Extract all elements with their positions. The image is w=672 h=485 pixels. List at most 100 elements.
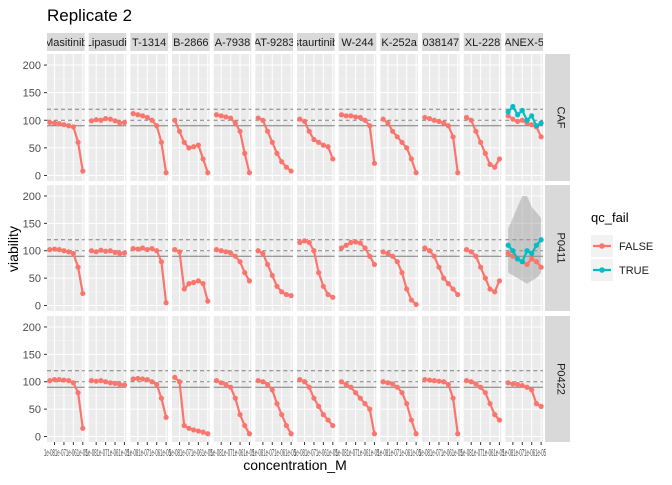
data-point — [47, 247, 53, 253]
data-point — [524, 248, 530, 254]
panel-P0422-1 — [88, 316, 127, 442]
data-point — [255, 378, 261, 384]
data-point — [505, 109, 511, 115]
row-strip-label: CAF — [555, 107, 567, 129]
data-point — [371, 160, 378, 166]
data-point — [422, 376, 428, 383]
data-point — [529, 256, 535, 262]
y-tick-label: 0 — [35, 432, 41, 444]
data-point — [496, 156, 503, 162]
data-point — [260, 250, 266, 257]
data-point — [213, 378, 220, 384]
panel-P0411-8 — [380, 185, 418, 311]
x-axis-label: concentration_M — [243, 457, 347, 473]
panel-CAF-6 — [297, 54, 335, 181]
data-point — [445, 123, 451, 129]
data-point — [492, 412, 498, 418]
data-point — [389, 128, 396, 134]
series-P0422-7-FALSE — [338, 379, 378, 437]
data-point — [533, 259, 540, 265]
panel-P0422-7 — [338, 316, 377, 442]
data-point — [487, 286, 493, 292]
panel-background — [172, 185, 210, 311]
data-point — [473, 253, 479, 259]
series-P0422-3-FALSE — [172, 374, 211, 437]
panel-background — [255, 316, 293, 442]
data-point — [529, 250, 535, 257]
facet-strip-5: AT-9283 — [254, 33, 295, 51]
data-point — [408, 417, 415, 423]
facet-strip-10: XL-228 — [463, 33, 502, 51]
series-CAF-8-FALSE — [380, 116, 419, 176]
facet-strip-bg — [297, 33, 335, 51]
data-point — [399, 139, 405, 145]
y-tick-label: 50 — [29, 143, 41, 155]
series-P0422-10-FALSE — [463, 378, 503, 423]
data-point — [246, 431, 253, 437]
data-point — [176, 249, 183, 255]
data-point — [413, 301, 419, 308]
data-point — [482, 150, 488, 156]
data-point — [61, 248, 67, 254]
facet-strip-bg — [255, 33, 293, 51]
data-point — [288, 293, 294, 299]
facet-strip-bg — [380, 33, 418, 51]
data-point — [93, 117, 99, 123]
data-point — [135, 112, 141, 118]
data-point — [357, 395, 363, 401]
data-point — [228, 250, 234, 256]
series-P0422-0-FALSE — [47, 376, 86, 431]
data-point — [320, 283, 326, 289]
data-point — [144, 114, 150, 121]
data-point — [269, 139, 275, 145]
data-point — [330, 156, 336, 162]
data-point — [181, 422, 187, 429]
data-point — [232, 253, 238, 259]
data-point — [181, 286, 187, 292]
panel-background — [213, 316, 252, 442]
data-point — [496, 417, 503, 423]
series-P0411-2-FALSE — [130, 245, 169, 306]
data-point — [436, 118, 442, 124]
data-point — [121, 382, 128, 388]
data-point — [510, 248, 516, 254]
data-point — [213, 112, 220, 118]
panel-P0411-4 — [213, 185, 252, 311]
data-point — [362, 245, 368, 251]
x-tick-label: 1e-081e-071e-061e-05 — [127, 448, 171, 459]
data-point — [514, 256, 521, 262]
data-point — [510, 116, 516, 122]
data-point — [367, 253, 373, 259]
x-tick-label: 1e-081e-071e-061e-05 — [336, 448, 380, 459]
data-point — [205, 298, 211, 304]
data-point — [380, 379, 386, 385]
data-point — [191, 427, 197, 433]
data-point — [176, 379, 183, 385]
series-P0411-9-FALSE — [422, 245, 461, 298]
series-P0411-5-FALSE — [255, 248, 294, 299]
data-point — [533, 123, 540, 129]
data-point — [338, 379, 345, 385]
panel-P0411-5 — [255, 185, 293, 311]
data-point — [103, 116, 109, 122]
data-point — [431, 117, 437, 123]
data-point — [519, 107, 525, 113]
data-point — [353, 239, 359, 245]
series-P0411-8-FALSE — [380, 249, 419, 308]
data-point — [80, 290, 86, 297]
facet-strip-bg — [130, 33, 168, 51]
data-point — [496, 278, 503, 284]
data-point — [473, 381, 479, 387]
data-point — [107, 248, 113, 254]
data-point — [394, 134, 400, 140]
data-point — [529, 113, 535, 119]
data-point — [301, 118, 308, 124]
data-point — [195, 428, 201, 434]
data-point — [362, 117, 368, 123]
data-point — [283, 291, 290, 298]
confidence-ribbon — [508, 196, 542, 284]
data-point — [380, 249, 386, 255]
facet-strip-label: AT-9283 — [254, 37, 295, 49]
data-point — [519, 117, 525, 123]
data-point — [343, 242, 349, 248]
